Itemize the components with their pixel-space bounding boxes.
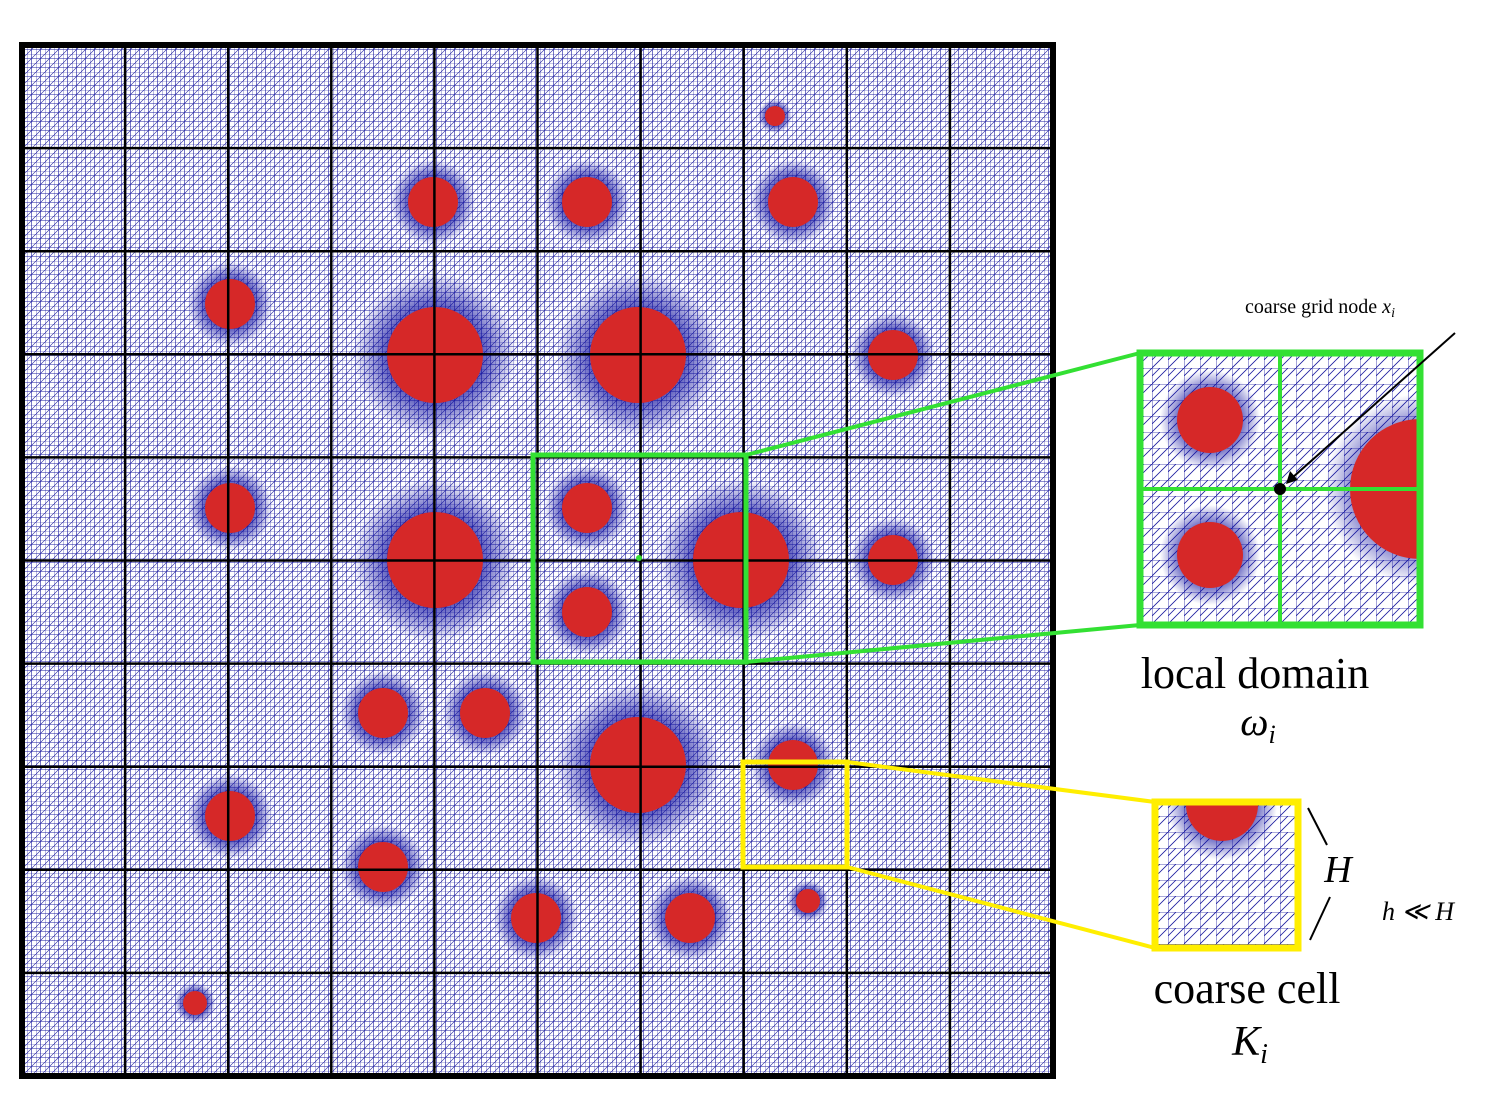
coarse-cell-symbol: Ki bbox=[1231, 1019, 1268, 1070]
coarse-cell-label: coarse cell bbox=[1154, 964, 1341, 1013]
zoom-line bbox=[846, 760, 1156, 804]
inclusion bbox=[511, 893, 561, 943]
zoom-line bbox=[745, 351, 1141, 457]
coarse-cell-zoom-border bbox=[1151, 798, 1302, 952]
inclusion bbox=[358, 842, 408, 892]
arrow-head bbox=[1286, 471, 1298, 484]
cell-size-label: H bbox=[1323, 849, 1354, 891]
inclusion bbox=[408, 177, 458, 227]
local-domain-box bbox=[530, 452, 749, 665]
inclusion bbox=[562, 483, 612, 533]
inclusion bbox=[205, 279, 255, 329]
inclusions bbox=[174, 99, 936, 1024]
zoom-line bbox=[745, 623, 1141, 664]
inclusion bbox=[562, 177, 612, 227]
coarse-cell-zoom bbox=[1155, 802, 1298, 948]
size-tick bbox=[1307, 807, 1328, 846]
local-domain-symbol: ωi bbox=[1240, 699, 1275, 749]
inclusion bbox=[768, 177, 818, 227]
size-tick bbox=[1309, 896, 1331, 941]
inclusion bbox=[205, 791, 255, 841]
inclusion bbox=[358, 688, 408, 738]
coarse-node bbox=[1274, 483, 1286, 495]
arrow-shaft bbox=[1291, 332, 1456, 479]
inclusion bbox=[796, 889, 820, 913]
scale-relation-label: h ≪ H bbox=[1382, 897, 1455, 926]
domain-border bbox=[19, 42, 1056, 1079]
inclusion bbox=[562, 587, 612, 637]
local-domain-label: local domain bbox=[1141, 649, 1370, 698]
inclusion bbox=[590, 717, 686, 813]
local-domain-zoom-border bbox=[1136, 349, 1424, 629]
inclusion bbox=[183, 991, 207, 1015]
inclusion bbox=[205, 483, 255, 533]
zoom-line bbox=[846, 865, 1156, 950]
coarse-cell-box bbox=[740, 759, 850, 870]
inclusion bbox=[768, 740, 818, 790]
node-marker bbox=[636, 555, 642, 561]
node-label: coarse grid node xi bbox=[1245, 296, 1395, 321]
inclusion bbox=[665, 893, 715, 943]
inclusion bbox=[460, 688, 510, 738]
inclusion bbox=[765, 106, 785, 126]
